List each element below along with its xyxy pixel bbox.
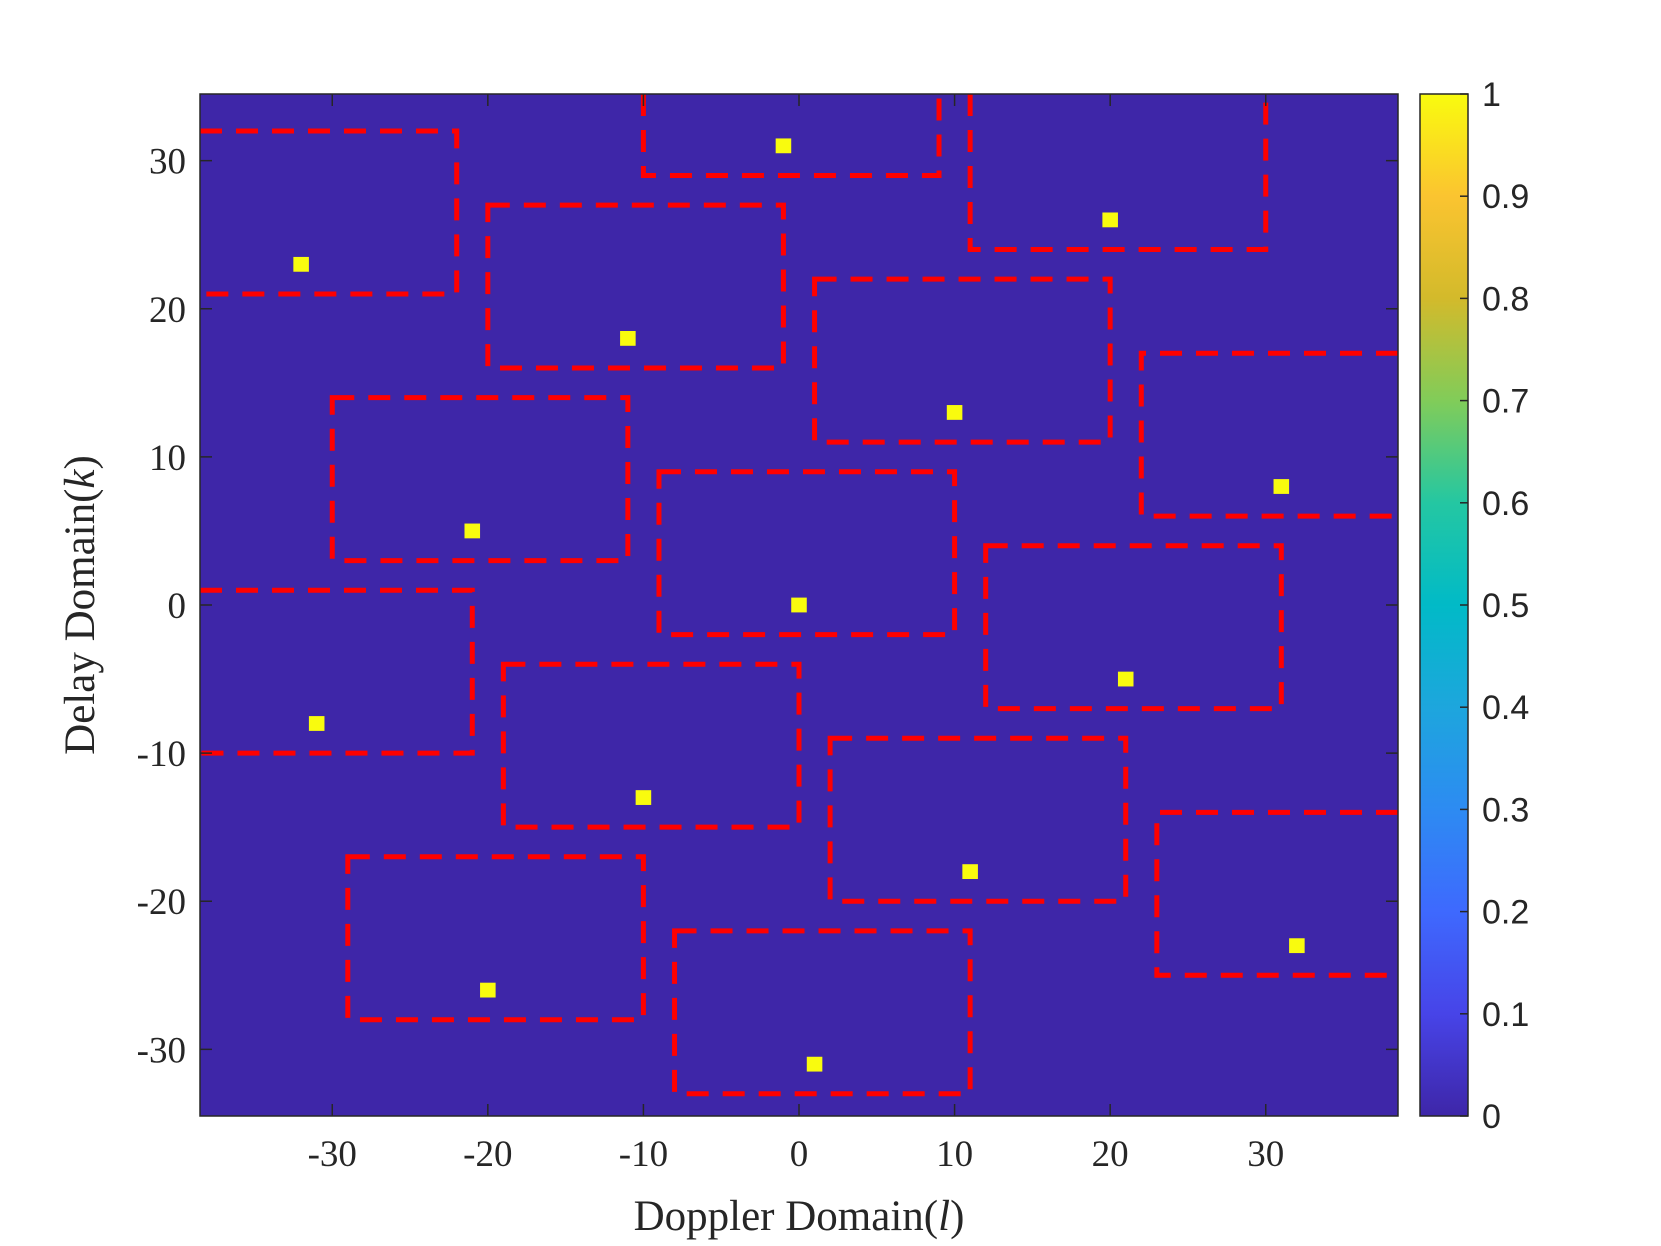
- data-point-4: [620, 330, 636, 346]
- x-axis-title-var: l: [938, 1193, 950, 1240]
- data-point-12: [962, 864, 978, 880]
- y-tick-label: -30: [137, 1030, 186, 1071]
- data-point-14: [480, 982, 496, 998]
- y-tick-label: 30: [149, 142, 186, 183]
- colorbar-tick-label: 0.4: [1482, 689, 1529, 727]
- x-tick-label: -10: [619, 1134, 668, 1175]
- data-point-11: [635, 790, 652, 805]
- data-point-9: [1117, 671, 1134, 687]
- region-layer: [200, 94, 1398, 1097]
- region-border-15: [672, 928, 973, 1097]
- data-point-2: [1102, 212, 1118, 228]
- x-tick-label: 10: [936, 1134, 973, 1175]
- colorbar-tick-label: 0.1: [1482, 996, 1529, 1034]
- data-point-6: [1273, 479, 1290, 494]
- data-point-7: [464, 523, 481, 539]
- y-axis-title: Delay Domain(k): [57, 455, 104, 755]
- y-axis-title-main: Delay Domain(: [57, 489, 104, 755]
- region-border-9: [983, 543, 1284, 712]
- x-axis: -30 -20 -10 0 10 20 30: [308, 94, 1284, 1175]
- x-axis-title-main: Doppler Domain(: [634, 1193, 939, 1240]
- region-border-13: [1154, 809, 1398, 978]
- x-tick-label: 30: [1247, 1134, 1284, 1175]
- y-tick-label: 10: [149, 438, 186, 479]
- region-border-7: [329, 395, 631, 564]
- x-axis-title: Doppler Domain(l): [634, 1193, 965, 1240]
- region-border-6: [1138, 350, 1398, 519]
- colorbar-tick-label: 0.8: [1482, 280, 1529, 318]
- data-point-15: [806, 1056, 823, 1072]
- region-border-11: [500, 661, 802, 830]
- point-layer: [293, 138, 1305, 1072]
- x-tick-label: 20: [1092, 1134, 1129, 1175]
- data-point-3: [293, 256, 309, 272]
- y-axis: 30 20 10 0 -10 -20 -30: [137, 142, 1398, 1071]
- data-point-5: [946, 405, 963, 420]
- data-point-10: [308, 716, 325, 731]
- y-tick-label: 0: [168, 586, 187, 627]
- colorbar-tick-label: 1: [1482, 76, 1501, 114]
- y-tick-label: 20: [149, 290, 186, 331]
- colorbar-tick-label: 0.2: [1482, 894, 1529, 932]
- x-tick-label: -30: [308, 1134, 357, 1175]
- colorbar-tick-label: 0.5: [1482, 587, 1529, 625]
- region-border-8: [656, 469, 958, 638]
- y-axis-title-var: k: [57, 469, 104, 489]
- region-border-12: [827, 735, 1129, 904]
- region-border-4: [967, 94, 1269, 253]
- colorbar-tick-label: 0.7: [1482, 383, 1529, 421]
- data-point-13: [1289, 938, 1305, 954]
- region-border-14: [345, 854, 646, 1023]
- y-axis-title-close: ): [57, 455, 104, 469]
- data-point-8: [791, 597, 807, 613]
- colorbar-axis: 0 0.1 0.2 0.3 0.4 0.5 0.6 0.7 0.8 0.9 1: [1460, 76, 1529, 1136]
- y-tick-label: -10: [137, 734, 186, 775]
- region-border-1: [200, 128, 460, 297]
- colorbar-tick-label: 0: [1482, 1098, 1501, 1136]
- x-tick-label: 0: [790, 1134, 809, 1175]
- region-border-2: [485, 202, 786, 371]
- region-border-5: [812, 276, 1113, 445]
- y-tick-label: -20: [137, 882, 186, 923]
- region-border-3: [640, 94, 942, 178]
- data-point-1: [775, 138, 792, 154]
- x-axis-title-close: ): [950, 1193, 964, 1240]
- colorbar-tick-label: 0.3: [1482, 791, 1529, 829]
- colorbar-tick-label: 0.6: [1482, 485, 1529, 523]
- x-tick-label: -20: [463, 1134, 512, 1175]
- colorbar-tick-label: 0.9: [1482, 178, 1529, 216]
